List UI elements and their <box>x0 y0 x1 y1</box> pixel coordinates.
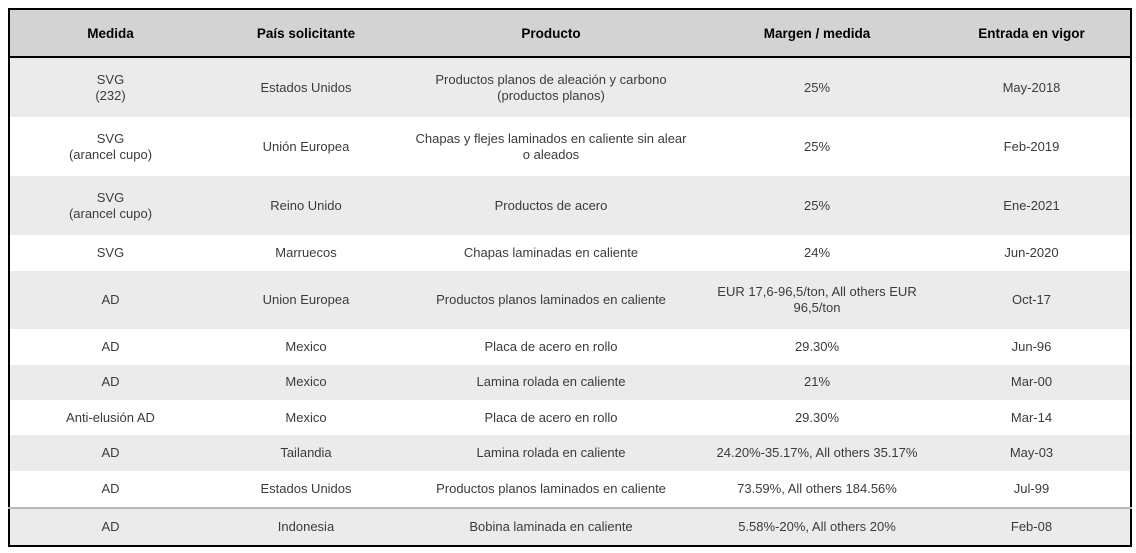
table-row: AD Tailandia Lamina rolada en caliente 24.2… <box>9 435 1131 471</box>
cell-medida: SVG (232) <box>95 71 126 103</box>
table-row: AD Union Europea Productos planos laminado… <box>9 270 1131 330</box>
cell-entrada: Mar-00 <box>1010 374 1053 390</box>
cell-margen: 24% <box>803 244 831 260</box>
table-row: AD Indonesia Bobina laminada en caliente 5.… <box>9 506 1131 546</box>
cell-margen: 5.58%-20%, All others 20% <box>701 506 933 546</box>
trade-measures-table-container: Medida País solicitante Producto Margen … <box>8 8 1132 547</box>
cell-medida: SVG (arancel cupo) <box>68 189 153 221</box>
table-row: AD Mexico Placa de acero en rollo 29.30% Jun… <box>9 329 1131 365</box>
cell-medida: SVG <box>96 244 125 260</box>
cell-entrada: May-03 <box>1009 445 1054 461</box>
header-pais-solicitante: País solicitante <box>211 9 401 58</box>
cell-pais: Estados Unidos <box>260 480 352 496</box>
cell-pais: Reino Unido <box>270 197 342 213</box>
cell-medida: AD <box>101 291 120 307</box>
cell-producto: Bobina laminada en caliente <box>401 506 701 546</box>
cell-medida: AD <box>101 374 120 390</box>
cell-producto: Lamina rolada en caliente <box>476 445 626 461</box>
cell-margen: 73.59%, All others 184.56% <box>737 480 897 496</box>
cell-pais: Mexico <box>285 339 327 355</box>
cell-medida: Anti-elusión AD <box>66 409 155 425</box>
table-row: SVG Marruecos Chapas laminadas en caliente… <box>9 235 1131 271</box>
trade-measures-table: Medida País solicitante Producto Margen … <box>8 8 1132 547</box>
table-row: SVG (232) Estados Unidos Productos planos … <box>9 57 1131 118</box>
table-header: Medida País solicitante Producto Margen … <box>9 9 1131 58</box>
cell-margen: 25% <box>803 197 831 213</box>
header-medida: Medida <box>9 9 211 58</box>
cell-margen: 25% <box>803 138 831 154</box>
cell-medida: AD <box>101 480 120 496</box>
cell-margen: EUR 17,6-96,5/ton, All others EUR 96,5/t… <box>717 283 917 315</box>
cell-medida: AD <box>9 506 211 546</box>
cell-entrada: Jun-96 <box>1011 339 1052 355</box>
cell-producto: Productos de acero <box>494 197 608 213</box>
header-producto: Producto <box>401 9 701 58</box>
table-row: AD Mexico Lamina rolada en caliente 21% Mar-… <box>9 364 1131 401</box>
cell-margen: 29.30% <box>794 409 840 425</box>
cell-producto: Productos planos de aleación y carbono (… <box>435 71 667 103</box>
cell-producto: Placa de acero en rollo <box>484 339 618 355</box>
cell-pais: Indonesia <box>211 506 401 546</box>
cell-entrada: Feb-2019 <box>1003 138 1060 154</box>
header-entrada-en-vigor: Entrada en vigor <box>933 9 1131 58</box>
cell-producto: Productos planos laminados en caliente <box>436 480 666 496</box>
cell-pais: Unión Europea <box>262 138 350 154</box>
cell-pais: Estados Unidos <box>260 79 352 95</box>
cell-medida: AD <box>101 339 120 355</box>
cell-entrada: May-2018 <box>1002 79 1061 95</box>
cell-pais: Marruecos <box>275 244 337 260</box>
table-row: Anti-elusión AD Mexico Placa de acero en r… <box>9 400 1131 436</box>
header-row: Medida País solicitante Producto Margen … <box>9 9 1131 58</box>
cell-margen: 25% <box>803 79 831 95</box>
table-row: AD Estados Unidos Productos planos laminad… <box>9 470 1131 508</box>
cell-pais: Union Europea <box>262 291 350 307</box>
cell-margen: 21% <box>803 374 831 390</box>
cell-medida: AD <box>101 445 120 461</box>
cell-entrada: Oct-17 <box>1011 291 1051 307</box>
cell-producto: Placa de acero en rollo <box>484 409 618 425</box>
cell-entrada: Ene-2021 <box>1003 197 1060 213</box>
cell-entrada: Jun-2020 <box>1004 244 1059 260</box>
table-row: SVG (arancel cupo) Reino Unido Productos d… <box>9 176 1131 236</box>
cell-margen: 29.30% <box>794 339 840 355</box>
cell-producto: Productos planos laminados en caliente <box>436 291 666 307</box>
table-row: SVG (arancel cupo) Unión Europea Chapas y … <box>9 117 1131 177</box>
table-body: SVG (232) Estados Unidos Productos planos … <box>9 57 1131 546</box>
cell-producto: Chapas laminadas en caliente <box>463 244 639 260</box>
cell-entrada: Mar-14 <box>1010 409 1053 425</box>
cell-medida: SVG (arancel cupo) <box>68 130 153 162</box>
cell-entrada: Jul-99 <box>1013 480 1050 496</box>
cell-pais: Mexico <box>285 409 327 425</box>
cell-producto: Lamina rolada en caliente <box>476 374 626 390</box>
cell-entrada: Feb-08 <box>933 506 1131 546</box>
header-margen-medida: Margen / medida <box>701 9 933 58</box>
cell-margen: 24.20%-35.17%, All others 35.17% <box>716 445 918 461</box>
cell-pais: Mexico <box>285 374 327 390</box>
cell-pais: Tailandia <box>280 445 332 461</box>
cell-producto: Chapas y flejes laminados en caliente si… <box>415 130 687 162</box>
